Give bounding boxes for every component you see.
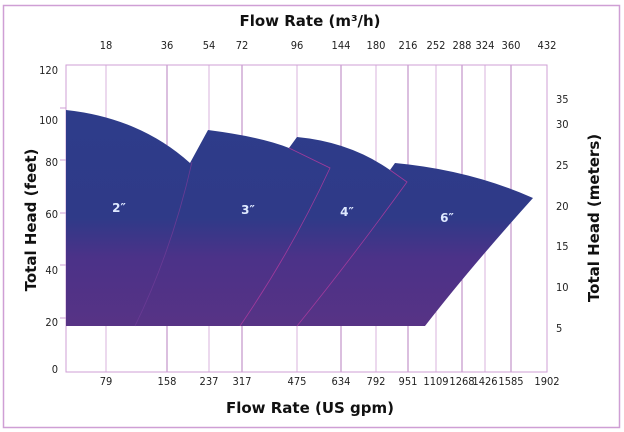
left-y-tick-label: 40 (45, 264, 58, 277)
top-x-tick-label: 216 (399, 39, 418, 52)
bottom-x-tick-label: 634 (332, 375, 351, 388)
top-x-tick-label: 288 (453, 39, 472, 52)
top-x-tick-label: 18 (100, 39, 113, 52)
curve-label-4in: 4″ (340, 205, 354, 219)
bottom-x-tick-label: 79 (100, 375, 113, 388)
divider-4-6 (296, 169, 408, 327)
left-y-tick-label: 0 (52, 363, 58, 376)
curve-label-6in: 6″ (440, 211, 454, 225)
top-x-tick-label: 96 (291, 39, 304, 52)
right-y-tick-label: 15 (556, 240, 569, 253)
right-y-tick-label: 20 (556, 200, 569, 213)
left-y-tick-label: 60 (45, 208, 58, 221)
top-x-tick-label: 360 (502, 39, 521, 52)
bottom-x-tick-label: 1585 (498, 375, 523, 388)
right-y-tick-label: 30 (556, 118, 569, 131)
left-y-tick-label: 20 (45, 316, 58, 329)
top-x-tick-label: 36 (161, 39, 174, 52)
bottom-axis-title: Flow Rate (US gpm) (226, 399, 394, 417)
bottom-x-tick-label: 1109 (423, 375, 448, 388)
bottom-x-tick-label: 158 (158, 375, 177, 388)
right-axis-title: Total Head (meters) (585, 134, 603, 302)
left-y-tick-label: 120 (39, 64, 58, 77)
outer-border (2, 4, 621, 429)
divider-3-4 (239, 147, 331, 327)
top-x-tick-label: 72 (236, 39, 249, 52)
divider-2-3 (134, 161, 193, 327)
right-y-tick-label: 35 (556, 93, 569, 106)
bottom-x-tick-label: 475 (288, 375, 307, 388)
bottom-x-tick-label: 951 (399, 375, 418, 388)
top-x-tick-label: 54 (203, 39, 216, 52)
bottom-x-tick-label: 237 (200, 375, 219, 388)
right-y-tick-label: 25 (556, 159, 569, 172)
top-x-tick-label: 252 (427, 39, 446, 52)
left-axis-title: Total Head (feet) (22, 149, 40, 292)
left-y-tick-label: 80 (45, 156, 58, 169)
left-y-tick-label: 100 (39, 114, 58, 127)
top-x-tick-label: 432 (538, 39, 557, 52)
top-x-tick-label: 180 (367, 39, 386, 52)
top-x-tick-label: 324 (476, 39, 495, 52)
right-y-tick-label: 5 (556, 322, 562, 335)
bottom-x-tick-label: 317 (233, 375, 252, 388)
pump-curve-area (66, 110, 533, 326)
top-x-tick-label: 144 (332, 39, 351, 52)
right-y-tick-label: 10 (556, 281, 569, 294)
bottom-x-tick-label: 1268 (449, 375, 474, 388)
bottom-x-tick-label: 792 (367, 375, 386, 388)
curve-label-2in: 2″ (112, 201, 126, 215)
curve-label-3in: 3″ (241, 203, 255, 217)
bottom-x-tick-label: 1426 (472, 375, 497, 388)
top-axis-title: Flow Rate (m³/h) (239, 12, 380, 30)
bottom-x-tick-label: 1902 (534, 375, 559, 388)
